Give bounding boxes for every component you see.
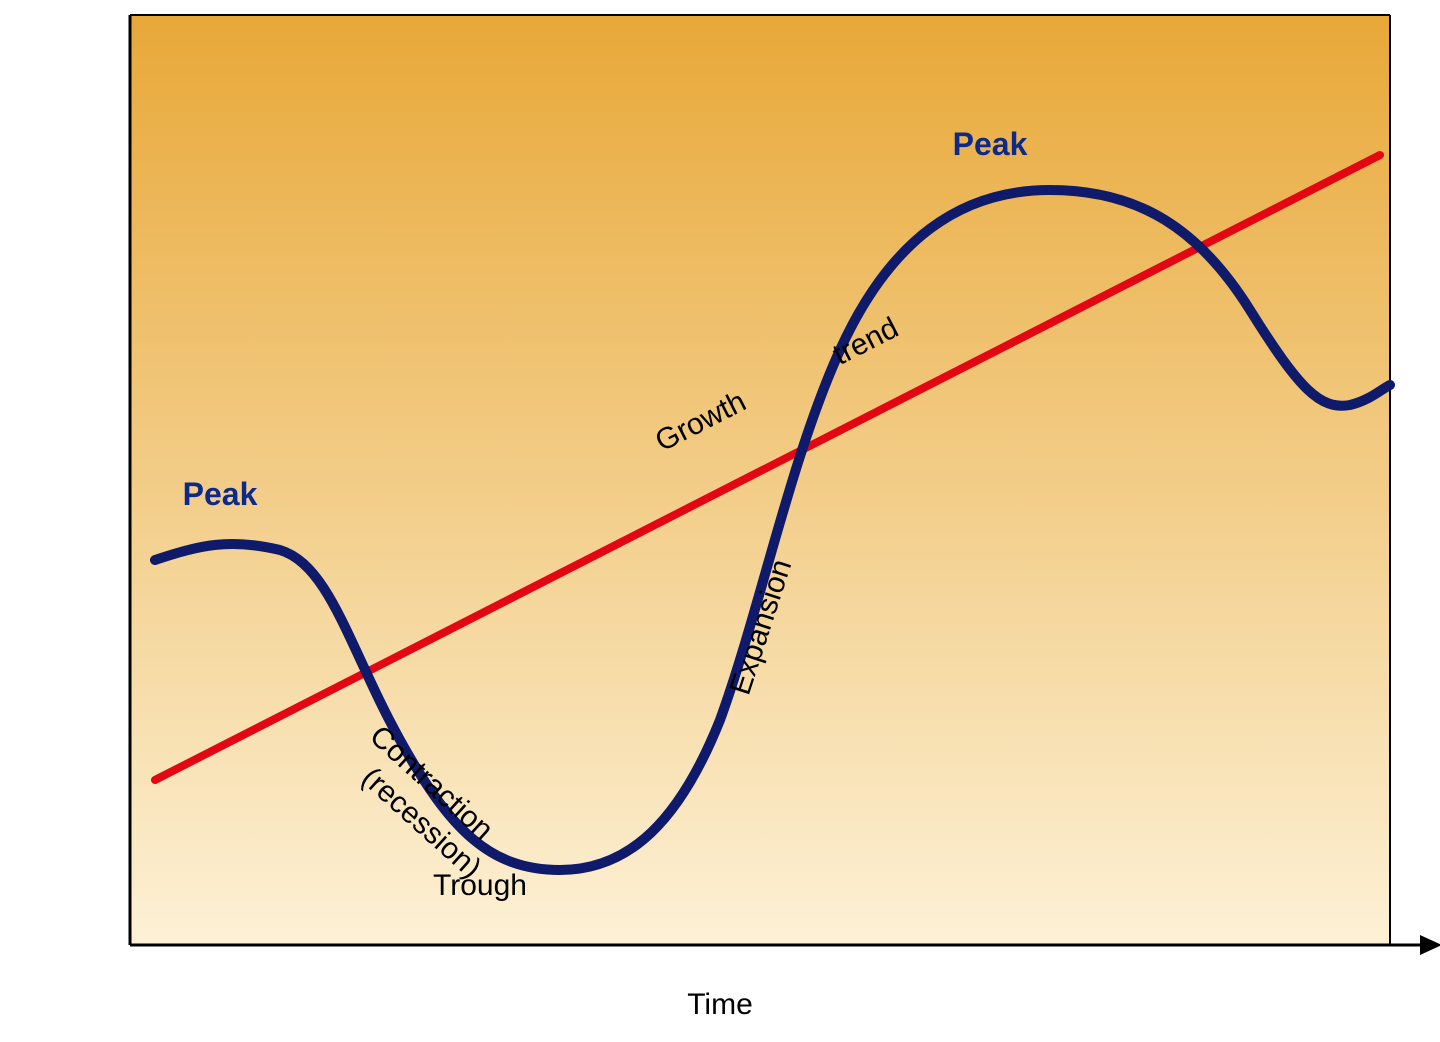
chart-svg: PeakPeakContraction(recession)TroughExpa…	[0, 0, 1440, 1042]
label-peak1: Peak	[183, 476, 258, 512]
label-trough: Trough	[433, 869, 527, 902]
label-peak2: Peak	[953, 126, 1028, 162]
business-cycle-chart: Level of National Business Activity Time…	[0, 0, 1440, 1042]
